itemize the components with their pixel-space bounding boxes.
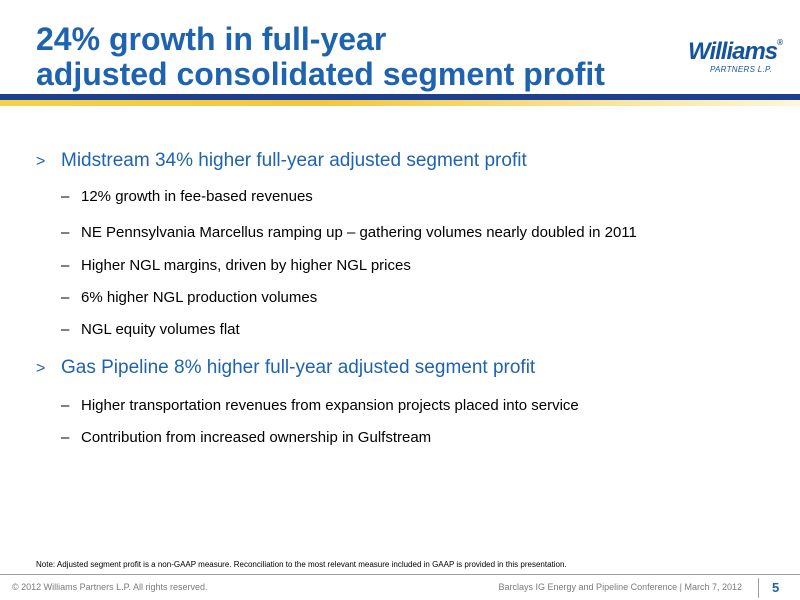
sub-bullet-marker: – — [61, 429, 70, 446]
slide-title-line-2: adjusted consolidated segment profit — [36, 56, 605, 92]
sub-bullet-marker: – — [61, 289, 70, 306]
footnote: Note: Adjusted segment profit is a non-G… — [36, 560, 567, 569]
header-band — [0, 94, 800, 106]
page-number: 5 — [772, 580, 780, 595]
footer-separator — [758, 578, 759, 598]
bullet-text: Gas Pipeline 8% higher full-year adjuste… — [61, 357, 536, 378]
footer-divider — [0, 574, 800, 575]
bullet-text: Midstream 34% higher full-year adjusted … — [61, 150, 527, 171]
sub-bullet-marker: – — [61, 188, 70, 205]
sub-bullet-marker: – — [61, 397, 70, 414]
williams-partners-logo: Williams® PARTNERS L.P. — [688, 38, 784, 90]
header-band-gold — [0, 100, 800, 106]
sub-bullet-text: Higher transportation revenues from expa… — [81, 397, 579, 414]
logo-wordmark: Williams® — [688, 38, 783, 65]
logo-subtitle: PARTNERS L.P. — [710, 65, 773, 74]
sub-bullet-text: NE Pennsylvania Marcellus ramping up – g… — [81, 224, 637, 241]
sub-bullet-text: 6% higher NGL production volumes — [81, 289, 318, 306]
sub-bullet-text: 12% growth in fee-based revenues — [81, 188, 313, 205]
sub-bullet-marker: – — [61, 321, 70, 338]
footer-copyright: © 2012 Williams Partners L.P. All rights… — [12, 582, 208, 592]
footer-event: Barclays IG Energy and Pipeline Conferen… — [498, 582, 742, 592]
sub-bullet-text: NGL equity volumes flat — [81, 321, 240, 338]
header-band-blue — [0, 94, 800, 100]
bullet-marker: > — [36, 153, 46, 170]
sub-bullet-text: Contribution from increased ownership in… — [81, 429, 432, 446]
sub-bullet-marker: – — [61, 257, 70, 274]
sub-bullet-marker: – — [61, 224, 70, 241]
slide-title: 24% growth in full-year adjusted consoli… — [36, 22, 656, 92]
sub-bullet-text: Higher NGL margins, driven by higher NGL… — [81, 257, 411, 274]
slide-title-line-1: 24% growth in full-year — [36, 21, 387, 57]
bullet-marker: > — [36, 360, 46, 377]
